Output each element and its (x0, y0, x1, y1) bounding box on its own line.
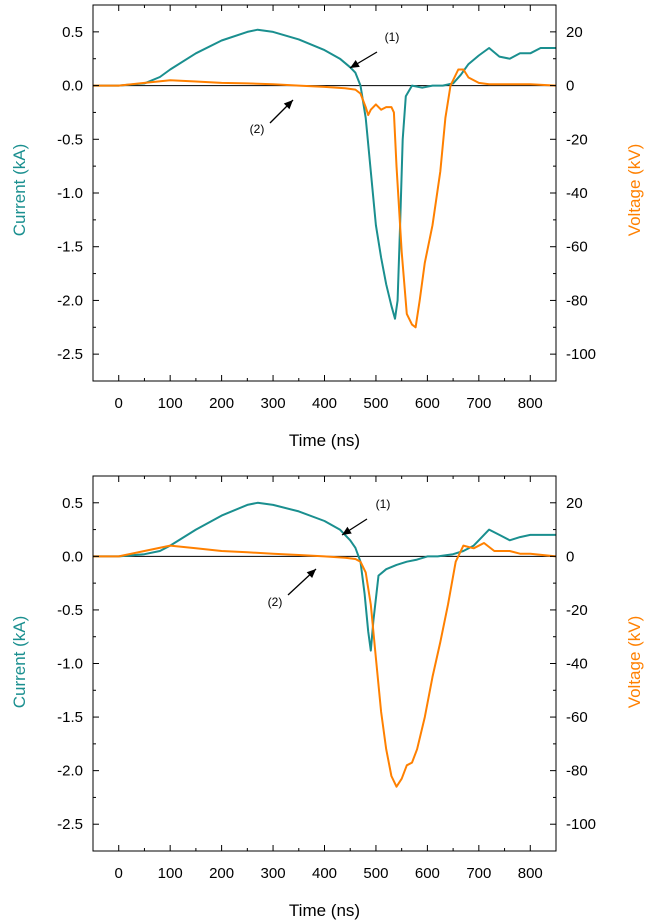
right-y-tick-label: -40 (566, 185, 588, 202)
annotation-arrowhead (283, 100, 293, 110)
x-tick-label: 500 (363, 865, 388, 882)
left-y-tick-label: 0.5 (62, 24, 83, 41)
right-y-tick-label: 0 (566, 548, 574, 565)
left-y-tick-label: 0.0 (62, 548, 83, 565)
annotation-label: (2) (250, 122, 265, 136)
right-y-tick-label: 20 (566, 24, 583, 41)
left-y-tick-label: -0.5 (57, 131, 83, 148)
right-y-tick-label: -20 (566, 131, 588, 148)
right-y-tick-label: -60 (566, 709, 588, 726)
annotation-label: (2) (268, 595, 283, 609)
x-tick-label: 400 (312, 865, 337, 882)
annotation-label: (1) (376, 497, 391, 511)
bottom-chart-panel: 0 100 200 300 400 500 600 700 8000.50.0-0.5-1.0-… (10, 475, 644, 920)
x-tick-label: 0 (115, 865, 123, 882)
annotation-arrowhead (306, 569, 316, 579)
x-tick-label: 200 (209, 865, 234, 882)
left-y-tick-label: -1.0 (57, 656, 83, 673)
left-y-tick-label: -0.5 (57, 602, 83, 619)
series-line-voltage (93, 542, 557, 788)
right-y-tick-label: -40 (566, 656, 588, 673)
top-chart-panel: 0 100 200 300 400 500 600 700 8000.50.0-0.5-1.0-… (10, 4, 644, 450)
right-y-axis-label: Voltage (kV) (625, 144, 644, 237)
series-line-current (93, 501, 556, 652)
left-y-tick-label: -1.5 (57, 239, 83, 256)
left-y-tick-label: -2.0 (57, 763, 83, 780)
x-tick-label: 100 (158, 865, 183, 882)
annotation-arrowhead (342, 526, 352, 535)
right-y-tick-label: -60 (566, 239, 588, 256)
series-line-current (93, 28, 556, 320)
right-y-axis-label: Voltage (kV) (625, 616, 644, 709)
x-tick-label: 700 (466, 395, 491, 412)
annotation-arrowhead (350, 59, 360, 68)
x-axis-label: Time (ns) (289, 901, 360, 920)
right-y-tick-label: -100 (566, 346, 596, 363)
left-y-tick-label: 0.5 (62, 495, 83, 512)
left-y-tick-label: -2.5 (57, 816, 83, 833)
right-y-tick-label: 20 (566, 495, 583, 512)
x-tick-label: 100 (158, 395, 183, 412)
x-tick-label: 0 (115, 395, 123, 412)
right-y-tick-label: -100 (566, 816, 596, 833)
right-y-tick-label: 0 (566, 78, 574, 95)
left-y-axis-label: Current (kA) (10, 616, 29, 709)
right-y-tick-label: -80 (566, 292, 588, 309)
right-y-tick-label: -80 (566, 763, 588, 780)
x-tick-label: 300 (261, 395, 286, 412)
left-y-tick-label: -1.5 (57, 709, 83, 726)
left-y-tick-label: 0.0 (62, 78, 83, 95)
right-y-tick-label: -20 (566, 602, 588, 619)
annotation-label: (1) (385, 30, 400, 44)
left-y-tick-label: -2.0 (57, 292, 83, 309)
x-tick-label: 600 (415, 865, 440, 882)
x-tick-label: 700 (466, 865, 491, 882)
x-tick-label: 400 (312, 395, 337, 412)
left-y-tick-label: -1.0 (57, 185, 83, 202)
plot-frame (92, 4, 557, 382)
x-axis-label: Time (ns) (289, 431, 360, 450)
left-y-tick-label: -2.5 (57, 346, 83, 363)
x-tick-label: 800 (518, 865, 543, 882)
x-tick-label: 300 (261, 865, 286, 882)
left-y-axis-label: Current (kA) (10, 144, 29, 237)
series-line-voltage (93, 68, 557, 329)
x-tick-label: 600 (415, 395, 440, 412)
x-tick-label: 500 (363, 395, 388, 412)
x-tick-label: 200 (209, 395, 234, 412)
x-tick-label: 800 (518, 395, 543, 412)
